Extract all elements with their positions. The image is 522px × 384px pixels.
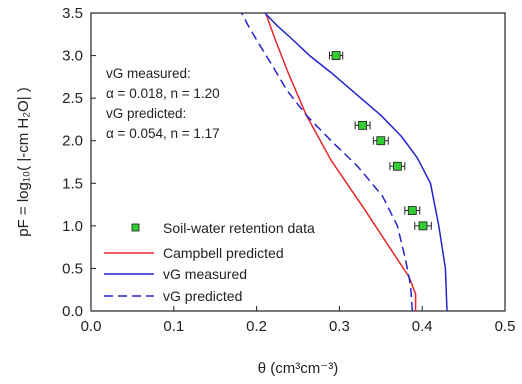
legend-item-vg-measured: vG measured <box>104 266 247 282</box>
x-tick-label: 0.2 <box>246 318 267 335</box>
plot-area <box>90 12 506 312</box>
y-tick-label: 0.5 <box>62 260 83 277</box>
data-point-marker <box>331 51 341 60</box>
data-point-marker <box>376 136 386 146</box>
data-point-marker <box>418 221 428 231</box>
annotation-vg-measured-params: α = 0.018, n = 1.20 <box>106 86 220 101</box>
legend-label-campbell: Campbell predicted <box>163 245 284 261</box>
ticks-layer: 0.0 0.1 0.2 0.3 0.4 0.5 0.0 0.5 1.0 1.5 2.0 2.5 3.0 3… <box>62 5 515 335</box>
y-tick-label: 3.0 <box>62 48 83 65</box>
y-tick-label: 1.5 <box>62 175 83 192</box>
legend-item-vg-predicted: vG predicted <box>104 288 242 304</box>
data-point <box>404 206 421 215</box>
y-tick-label: 2.5 <box>62 90 83 107</box>
annotation-block: vG measured: α = 0.018, n = 1.20 vG pred… <box>106 66 220 141</box>
data-point <box>372 136 389 146</box>
x-tick-label: 0.0 <box>81 318 102 335</box>
data-point-marker <box>392 161 402 171</box>
legend-marker-data <box>131 223 140 232</box>
x-tick-label: 0.3 <box>329 318 350 335</box>
legend: Soil-water retention data Campbell predi… <box>104 220 315 304</box>
legend-label-vg-predicted: vG predicted <box>163 288 242 304</box>
x-tick-label: 0.4 <box>412 318 433 335</box>
x-axis-title: θ (cm³cm⁻³) <box>258 360 338 377</box>
data-point-marker <box>407 206 417 215</box>
y-tick-label: 1.0 <box>62 218 83 235</box>
x-tick-label: 0.5 <box>495 318 516 335</box>
y-tick-label: 3.5 <box>62 5 83 22</box>
data-point <box>414 221 432 231</box>
legend-item-campbell: Campbell predicted <box>104 245 284 261</box>
plot-frame <box>90 12 506 312</box>
data-point-marker <box>358 120 367 130</box>
vg-measured-line <box>264 12 448 312</box>
campbell-predicted-line <box>264 12 417 311</box>
series-layer <box>241 12 448 312</box>
y-tick-label: 0.0 <box>62 303 83 320</box>
data-point <box>354 120 371 130</box>
annotation-vg-predicted-params: α = 0.054, n = 1.17 <box>106 126 220 141</box>
data-point <box>389 161 406 171</box>
legend-label-data: Soil-water retention data <box>163 220 315 236</box>
annotation-vg-measured-title: vG measured: <box>106 66 191 81</box>
data-point <box>328 51 344 60</box>
annotation-vg-predicted-title: vG predicted: <box>106 106 186 121</box>
x-tick-label: 0.1 <box>163 318 184 335</box>
legend-item-data: Soil-water retention data <box>131 220 315 236</box>
y-axis-title: pF = log₁₀( |-cm H₂O| ) <box>15 87 32 237</box>
y-tick-label: 2.0 <box>62 133 83 150</box>
legend-label-vg-measured: vG measured <box>163 266 247 282</box>
